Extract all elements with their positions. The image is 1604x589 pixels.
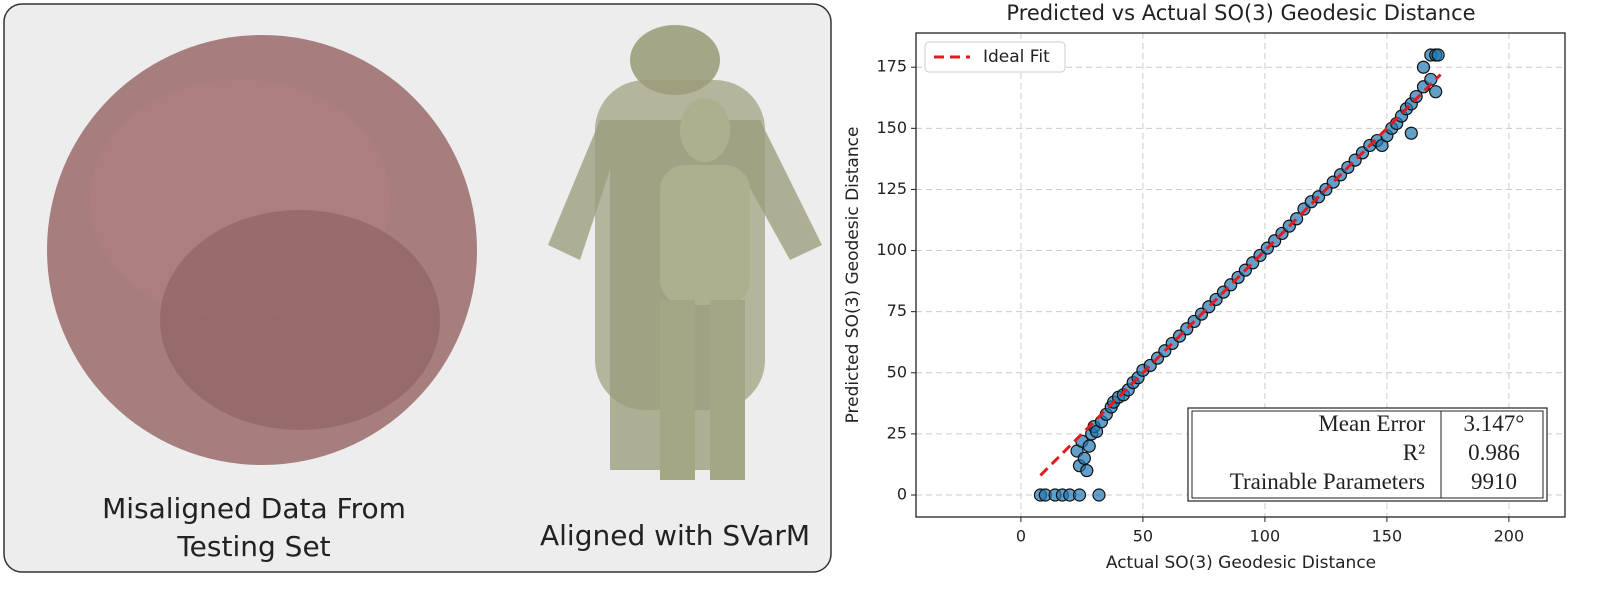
plot-frame — [915, 32, 1566, 518]
point — [1092, 488, 1106, 502]
y-tick-label: 125 — [876, 179, 907, 198]
x-tick-label: 150 — [1372, 527, 1403, 546]
point — [1431, 48, 1445, 62]
chart-title: Predicted vs Actual SO(3) Geodesic Dista… — [1006, 1, 1475, 25]
table-cell: 0.986 — [1468, 440, 1520, 465]
table-cell: 9910 — [1471, 469, 1517, 494]
y-tick-label: 25 — [887, 423, 907, 442]
point — [1429, 85, 1443, 99]
point — [1082, 439, 1096, 453]
x-tick-label: 100 — [1250, 527, 1281, 546]
point — [1404, 126, 1418, 140]
table-cell: R² — [1403, 440, 1425, 465]
fit-line — [1039, 73, 1442, 477]
x-tick-label: 0 — [1016, 527, 1026, 546]
y-tick-label: 75 — [887, 301, 907, 320]
y-tick-label: 100 — [876, 240, 907, 259]
point — [1409, 89, 1423, 104]
y-tick-label: 0 — [897, 485, 907, 504]
legend — [924, 41, 1066, 73]
table-cell: 3.147° — [1464, 411, 1525, 436]
caption: Misaligned Data From — [102, 492, 406, 525]
table-frame — [1187, 407, 1548, 502]
caption: Aligned with SVarM — [540, 519, 810, 552]
legend-label: Ideal Fit — [983, 47, 1050, 67]
table-cell: Trainable Parameters — [1230, 469, 1425, 494]
table-cell: Mean Error — [1318, 411, 1425, 436]
misaligned-render — [47, 35, 477, 465]
y-axis-label: Predicted SO(3) Geodesic Distance — [843, 127, 863, 424]
point — [1077, 451, 1091, 465]
point — [1416, 60, 1431, 74]
aligned-render — [548, 25, 822, 480]
point — [1080, 463, 1094, 478]
y-tick-label: 50 — [887, 362, 907, 381]
caption: Testing Set — [176, 530, 330, 563]
plot: 0 50 100 150 200 0 25 50 75 100 125 150 175 Ideal Fit… — [876, 32, 1566, 546]
y-tick-label: 175 — [876, 57, 907, 76]
y-tick-label: 150 — [876, 118, 907, 137]
x-axis-label: Actual SO(3) Geodesic Distance — [1106, 553, 1376, 573]
x-tick-label: 200 — [1494, 527, 1525, 546]
x-tick-label: 50 — [1133, 527, 1153, 546]
table-frame-inner — [1191, 410, 1544, 499]
point — [1072, 488, 1087, 502]
